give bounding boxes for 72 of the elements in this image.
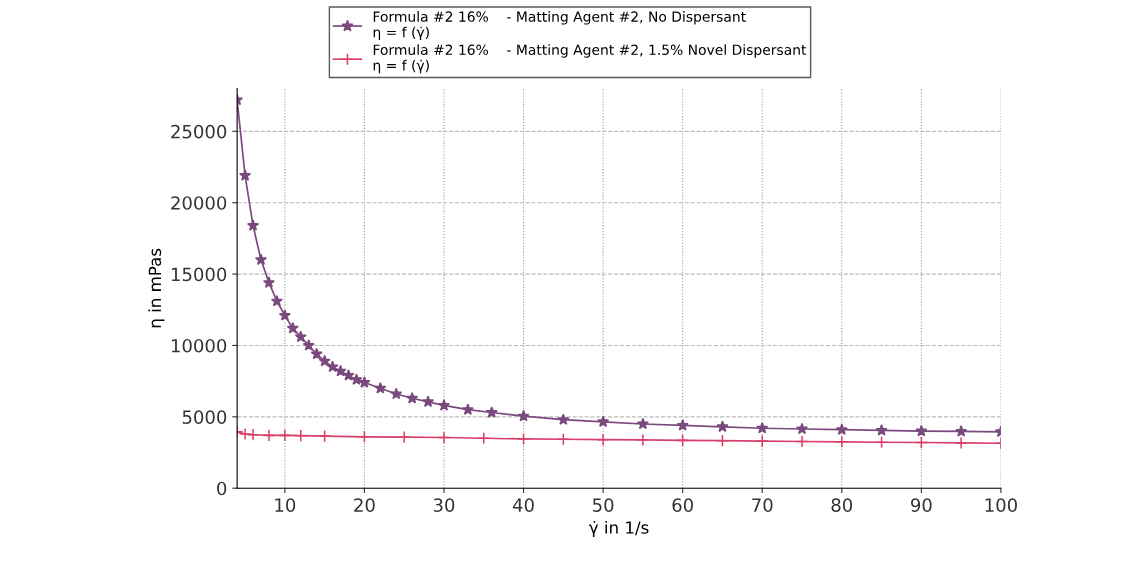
point (557, 413, 570, 425)
x-tick-label: 90 (911, 498, 932, 512)
point (270, 294, 283, 307)
point (955, 425, 968, 437)
x-tick-label: 30 (433, 498, 455, 512)
x-tick-label: 20 (354, 498, 375, 512)
point (636, 433, 650, 447)
point (406, 391, 419, 404)
point (954, 436, 968, 450)
point (286, 322, 299, 334)
y-tick-label: 0 (217, 481, 227, 496)
point (915, 424, 928, 437)
y-tick-label: 5000 (182, 410, 227, 424)
point (437, 399, 451, 411)
point (374, 381, 387, 394)
x-tick-label: 60 (672, 498, 693, 512)
x-tick-label: 100 (985, 498, 1017, 512)
x-tick-label: 40 (512, 498, 534, 512)
legend-label: Formula #2 16% - Matting Agent #2, No Dispersant η = f (γ̇) (373, 11, 746, 41)
point (676, 434, 689, 447)
point (239, 169, 252, 181)
y-axis-title: η in mPas (148, 248, 165, 328)
x-tick-label: 70 (752, 498, 773, 512)
point (262, 276, 275, 288)
point (294, 330, 307, 343)
point (246, 428, 260, 441)
point (390, 387, 403, 400)
legend-label: Formula #2 16% - Matting Agent #2, 1.5% Novel Dispersant η = f (γ̇) (373, 44, 807, 74)
point (835, 423, 848, 435)
point (835, 435, 849, 449)
y-tick-label: 25000 (171, 124, 227, 139)
point (278, 429, 292, 442)
point (358, 376, 371, 388)
point (461, 403, 474, 415)
point (755, 434, 769, 448)
point (596, 433, 610, 446)
y-tick-label: 15000 (171, 267, 227, 282)
point (477, 431, 491, 445)
point (915, 436, 928, 449)
y-tick-label: 20000 (171, 196, 227, 210)
point (756, 421, 769, 434)
point (294, 429, 308, 442)
x-tick-label: 50 (593, 498, 614, 512)
point (254, 253, 268, 266)
point (795, 435, 809, 448)
point (517, 409, 530, 422)
point (716, 434, 729, 447)
x-axis-title: γ̇ in 1/s (589, 520, 649, 538)
point (318, 429, 331, 443)
x-tick-label: 80 (831, 498, 853, 512)
point (302, 339, 315, 351)
point (676, 419, 689, 431)
point (875, 435, 888, 449)
point (597, 415, 610, 428)
point (795, 422, 809, 435)
point (278, 309, 291, 321)
point (397, 430, 411, 444)
point (485, 406, 498, 418)
point (636, 417, 649, 430)
x-tick-label: 10 (275, 498, 296, 512)
point (246, 219, 260, 231)
point (716, 420, 729, 433)
point (875, 424, 888, 436)
point (262, 429, 276, 442)
point (422, 395, 435, 408)
point (557, 432, 570, 446)
point (437, 431, 451, 444)
point (310, 347, 323, 360)
point (358, 430, 371, 444)
y-tick-label: 10000 (171, 338, 227, 353)
point (326, 360, 339, 373)
point (517, 432, 530, 446)
